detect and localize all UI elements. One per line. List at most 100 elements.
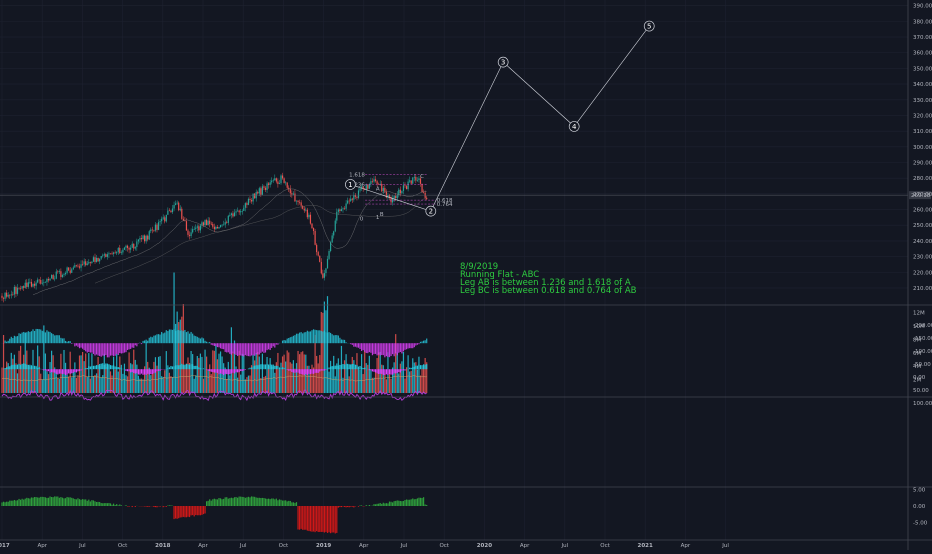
volume-bar[interactable] <box>262 354 263 393</box>
candle[interactable] <box>74 265 75 267</box>
volume-bar[interactable] <box>192 354 193 393</box>
candle[interactable] <box>423 192 424 193</box>
candle[interactable] <box>262 186 263 194</box>
candle[interactable] <box>336 212 337 221</box>
volume-bar[interactable] <box>223 363 224 393</box>
volume-bar[interactable] <box>74 362 75 393</box>
candle[interactable] <box>99 259 100 262</box>
candle[interactable] <box>384 188 385 192</box>
candle[interactable] <box>127 246 128 248</box>
candle[interactable] <box>23 286 24 288</box>
candle[interactable] <box>20 288 21 289</box>
candle[interactable] <box>150 230 151 232</box>
candle[interactable] <box>133 244 134 249</box>
candle[interactable] <box>259 188 260 193</box>
candle[interactable] <box>240 211 241 212</box>
volume-bar[interactable] <box>296 363 297 393</box>
volume-bar[interactable] <box>328 372 329 393</box>
candle[interactable] <box>198 226 199 230</box>
candle[interactable] <box>79 266 80 267</box>
candle[interactable] <box>149 231 150 239</box>
candle[interactable] <box>70 270 71 272</box>
candle[interactable] <box>68 267 69 270</box>
candle[interactable] <box>304 209 305 211</box>
candle[interactable] <box>246 203 247 205</box>
candle[interactable] <box>294 194 295 202</box>
volume-bar[interactable] <box>82 352 83 393</box>
candle[interactable] <box>245 203 246 208</box>
candle[interactable] <box>273 180 274 181</box>
candle[interactable] <box>1 296 2 298</box>
volume-bar[interactable] <box>208 370 209 393</box>
candle[interactable] <box>346 203 347 208</box>
volume-bar[interactable] <box>20 346 21 393</box>
volume-bar[interactable] <box>243 354 244 393</box>
candle[interactable] <box>375 179 376 181</box>
candle[interactable] <box>234 212 235 216</box>
volume-bar[interactable] <box>366 363 367 393</box>
candle[interactable] <box>18 288 19 289</box>
volume-bar[interactable] <box>242 354 243 393</box>
candle[interactable] <box>394 196 395 198</box>
volume-bar[interactable] <box>288 352 289 393</box>
candle[interactable] <box>383 188 384 191</box>
volume-bar[interactable] <box>347 368 348 393</box>
candle[interactable] <box>102 255 103 256</box>
candle[interactable] <box>217 227 218 228</box>
volume-bar[interactable] <box>273 366 274 393</box>
volume-bar[interactable] <box>9 368 10 393</box>
volume-bar[interactable] <box>91 353 92 393</box>
candle[interactable] <box>54 279 55 280</box>
volume-bar[interactable] <box>423 366 424 393</box>
volume-bar[interactable] <box>375 370 376 393</box>
volume-bar[interactable] <box>204 350 205 393</box>
candle[interactable] <box>48 279 49 280</box>
candle[interactable] <box>338 209 339 211</box>
volume-bar[interactable] <box>142 379 143 393</box>
volume-bar[interactable] <box>420 375 421 393</box>
volume-bar[interactable] <box>5 368 6 393</box>
candle[interactable] <box>232 213 233 216</box>
volume-bar[interactable] <box>341 346 342 393</box>
candle[interactable] <box>212 224 213 227</box>
candle[interactable] <box>280 175 281 183</box>
candle[interactable] <box>359 188 360 190</box>
volume-bar[interactable] <box>237 378 238 393</box>
volume-bar[interactable] <box>257 352 258 393</box>
volume-bar[interactable] <box>67 375 68 393</box>
candle[interactable] <box>135 247 136 248</box>
candle[interactable] <box>71 269 72 273</box>
candle[interactable] <box>80 264 81 267</box>
volume-bar[interactable] <box>386 379 387 393</box>
volume-bar[interactable] <box>71 377 72 393</box>
volume-bar[interactable] <box>421 368 422 393</box>
volume-bar[interactable] <box>130 363 131 393</box>
candle[interactable] <box>104 254 105 255</box>
candle[interactable] <box>266 183 267 189</box>
candle[interactable] <box>17 288 18 294</box>
volume-bar[interactable] <box>17 373 18 393</box>
candle[interactable] <box>301 202 302 205</box>
volume-bar[interactable] <box>215 344 216 393</box>
candle[interactable] <box>318 252 319 256</box>
volume-bar[interactable] <box>191 351 192 393</box>
candle[interactable] <box>315 231 316 245</box>
volume-bar[interactable] <box>125 375 126 393</box>
candle[interactable] <box>293 194 294 195</box>
candle[interactable] <box>352 199 353 200</box>
volume-bar[interactable] <box>316 356 317 393</box>
volume-bar[interactable] <box>198 358 199 393</box>
volume-bar[interactable] <box>26 351 27 393</box>
volume-bar[interactable] <box>183 304 184 393</box>
volume-bar[interactable] <box>107 367 108 393</box>
volume-bar[interactable] <box>259 357 260 393</box>
candle[interactable] <box>350 199 351 201</box>
candle[interactable] <box>73 267 74 269</box>
candle[interactable] <box>411 180 412 183</box>
volume-bar[interactable] <box>417 370 418 393</box>
candle[interactable] <box>270 182 271 185</box>
candle[interactable] <box>263 186 264 187</box>
candle[interactable] <box>229 215 230 216</box>
candle[interactable] <box>26 283 27 287</box>
volume-bar[interactable] <box>277 353 278 393</box>
